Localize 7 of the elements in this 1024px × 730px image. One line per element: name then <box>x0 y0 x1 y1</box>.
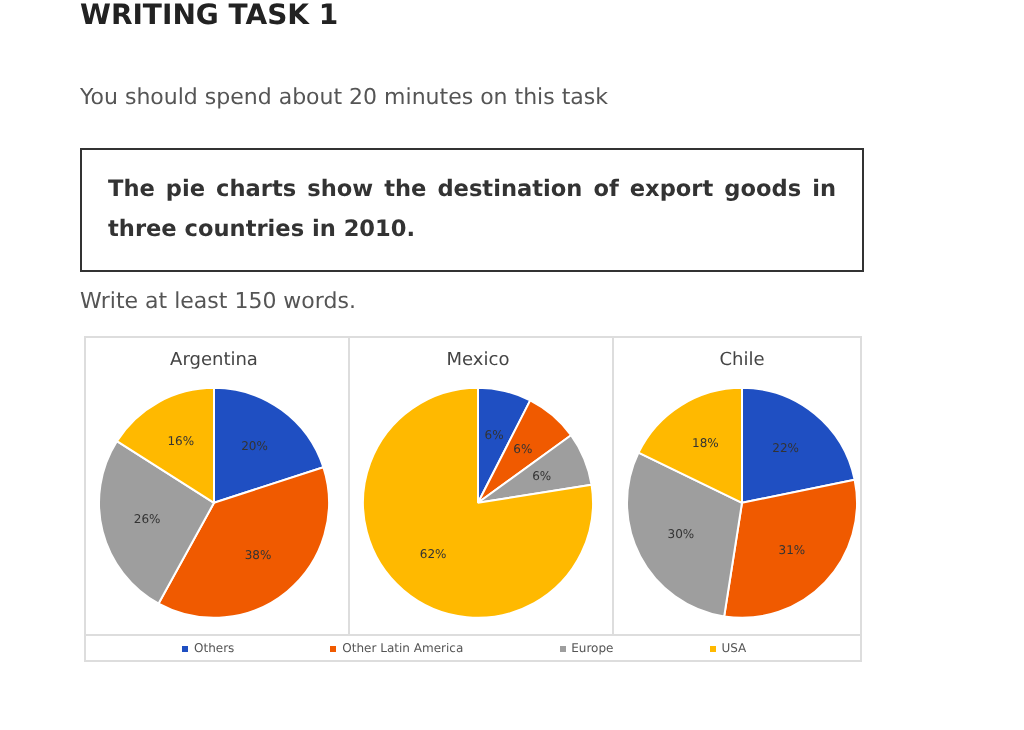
text: The pie charts show the destination of export goods in three countries in 2010. <box>80 148 864 272</box>
text: WRITING TASK 1 <box>80 0 339 32</box>
chart-title: Mexico <box>446 351 511 372</box>
text: You should spend about 20 minutes on this task <box>80 84 608 110</box>
text: Write at least 150 words. <box>80 288 356 314</box>
chart-title: Argentina <box>170 351 258 372</box>
chart-title: Chile <box>719 351 766 372</box>
